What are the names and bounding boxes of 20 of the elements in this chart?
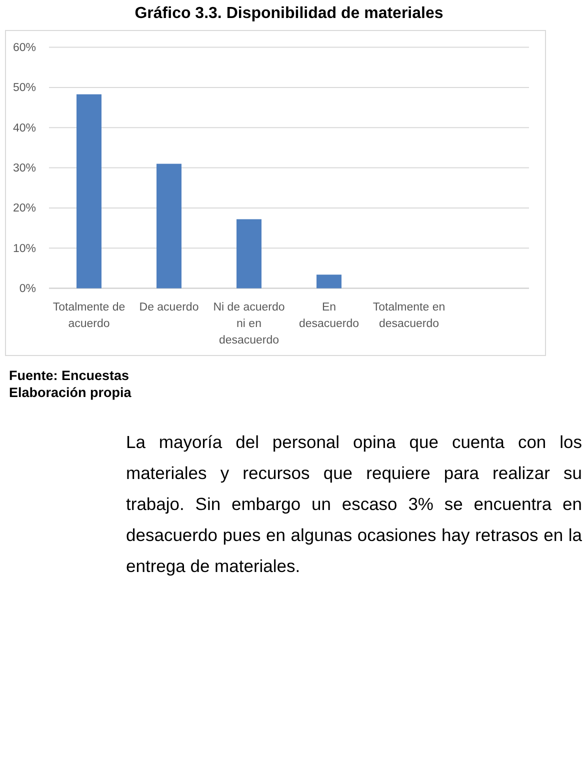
y-tick-label: 50% <box>12 82 36 94</box>
x-tick-label: En desacuerdo <box>298 301 360 330</box>
x-tick-label: Totalmente en desacuerdo <box>372 301 446 330</box>
y-tick-label: 40% <box>12 122 36 134</box>
y-tick-label: 20% <box>12 202 36 215</box>
y-tick-label: 10% <box>12 242 36 255</box>
bar <box>76 94 102 288</box>
y-tick-label: 60% <box>12 42 36 54</box>
bar <box>316 274 342 288</box>
x-tick-label: De acuerdo <box>139 301 199 314</box>
bar <box>236 219 262 288</box>
x-tick-label: Totalmente de acuerdo <box>52 301 126 330</box>
y-tick-label: 30% <box>12 162 36 174</box>
bar <box>156 164 182 288</box>
x-tick-label: Ni de acuerdo ni en desacuerdo <box>213 301 285 346</box>
text: La mayoría del personal opina que cuenta con los materiales y recursos que requiere para realizar su trabajo. Sin embargo un escaso 3% se encuentra en desacuerdo pues en algunas ocasiones hay retrasos en la entrega de materiales. <box>126 431 582 578</box>
y-tick-label: 0% <box>19 282 36 295</box>
source-note: Fuente: Encuestas <box>9 367 130 384</box>
chart-title: Gráfico 3.3. Disponibilidad de materiales <box>134 5 444 22</box>
text: Elaboración propia <box>9 384 132 401</box>
